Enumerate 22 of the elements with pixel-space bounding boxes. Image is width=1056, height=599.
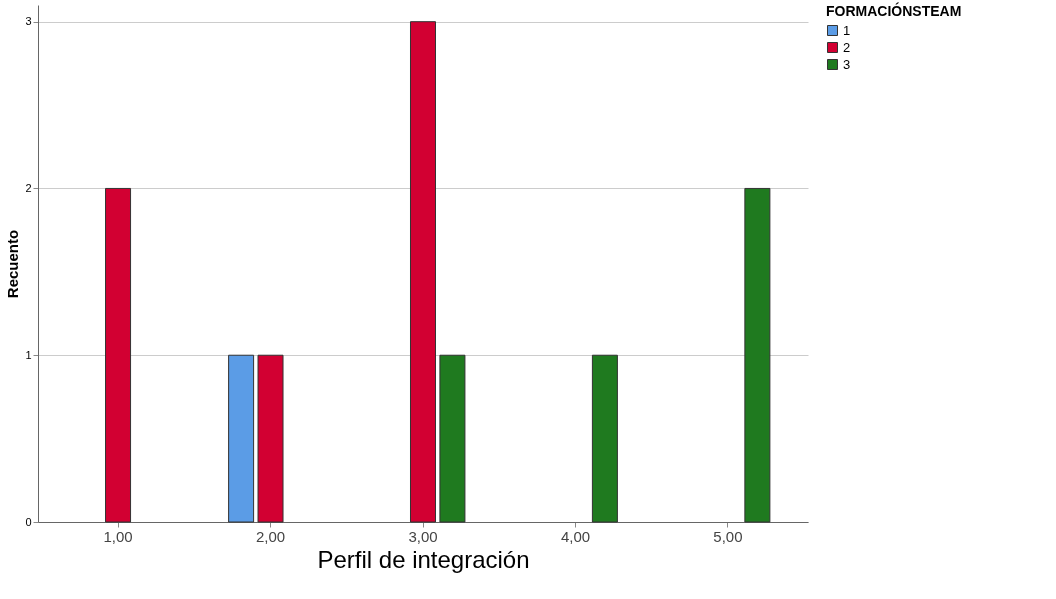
bar — [591, 354, 618, 523]
x-tick-label: 2,00 — [255, 527, 286, 545]
x-tick-label: 5,00 — [713, 527, 743, 545]
y-tick-label: 2 — [25, 181, 32, 194]
legend-label: 3 — [843, 56, 851, 72]
bar — [105, 187, 132, 523]
y-tick-label: 0 — [25, 515, 32, 528]
bar — [439, 354, 466, 523]
x-tick-label: 4,00 — [560, 527, 591, 545]
y-tick-label: 3 — [25, 15, 32, 28]
bar — [744, 187, 771, 523]
x-tick-label: 3,00 — [408, 527, 438, 545]
y-axis-title: Recuento — [4, 229, 22, 299]
bar — [257, 354, 284, 523]
bar — [409, 21, 437, 523]
x-axis-title: Perfil de integración — [317, 545, 530, 573]
legend-label: 2 — [843, 39, 851, 55]
bar — [228, 354, 255, 523]
legend-title: FORMACIÓNSTEAM — [826, 2, 962, 19]
legend-label: 1 — [843, 22, 851, 38]
x-tick-label: 1,00 — [103, 527, 133, 545]
y-tick-label: 1 — [25, 348, 32, 361]
